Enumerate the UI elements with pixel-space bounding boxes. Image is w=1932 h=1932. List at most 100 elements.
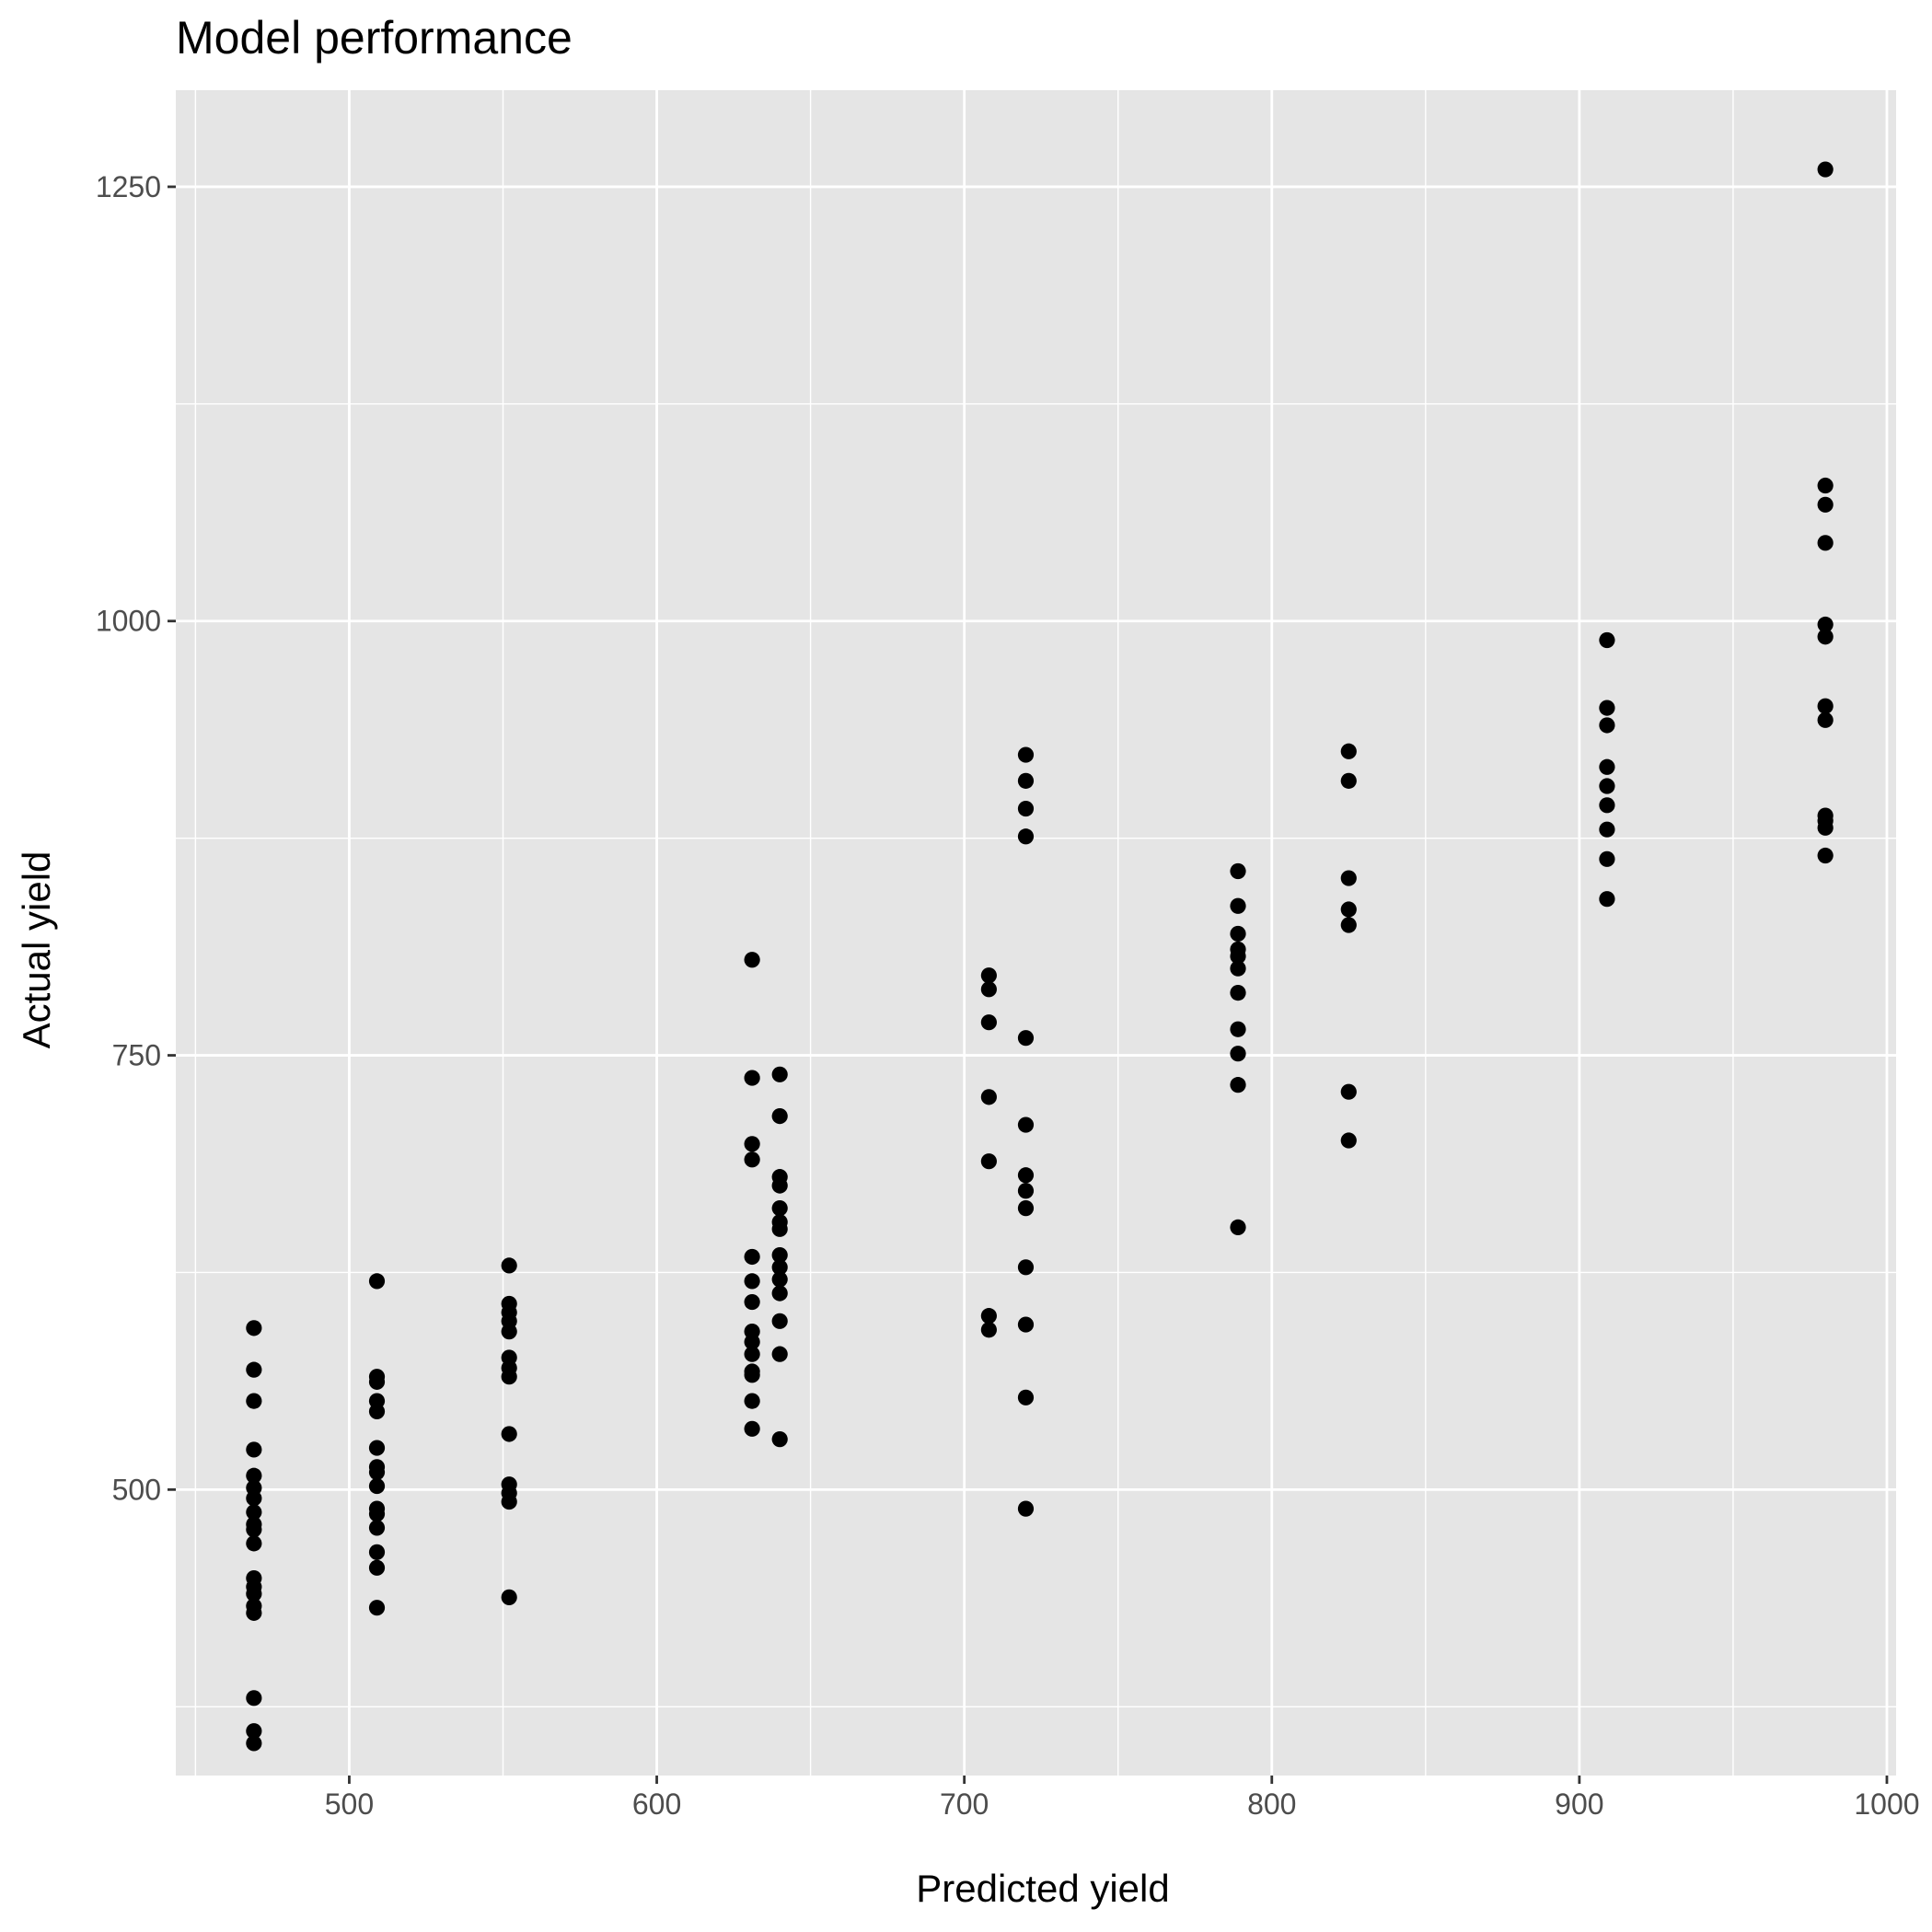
data-point <box>771 1346 788 1362</box>
data-point <box>744 952 760 968</box>
data-point <box>744 1070 760 1086</box>
data-point <box>744 1273 760 1290</box>
data-point <box>1017 800 1035 817</box>
x-tick-label: 700 <box>940 1787 989 1821</box>
data-point <box>368 1463 386 1481</box>
data-point <box>1017 746 1035 763</box>
data-point <box>246 1320 262 1336</box>
data-point <box>1599 821 1615 838</box>
data-point <box>1017 1389 1035 1406</box>
data-point <box>1817 616 1834 633</box>
data-point <box>1230 1077 1246 1093</box>
data-point <box>1817 496 1834 513</box>
data-point <box>1599 778 1615 794</box>
data-point <box>368 1373 386 1390</box>
x-tick-label: 500 <box>325 1787 374 1821</box>
data-point <box>744 1248 760 1266</box>
data-point <box>1340 743 1357 759</box>
data-point <box>980 981 997 998</box>
data-point <box>1017 1200 1035 1217</box>
data-point <box>1230 948 1246 965</box>
data-point <box>368 1559 386 1576</box>
data-point <box>1230 960 1246 977</box>
data-point <box>246 1361 262 1378</box>
minor-gridlines <box>176 90 1896 1776</box>
data-point <box>980 1308 997 1325</box>
x-tick-label: 800 <box>1247 1787 1296 1821</box>
data-point <box>1017 1183 1035 1199</box>
data-point <box>771 1271 788 1288</box>
data-point <box>1017 1259 1035 1276</box>
data-point <box>246 1504 262 1521</box>
data-point <box>744 1367 760 1383</box>
data-point <box>1017 772 1035 789</box>
data-point <box>1340 870 1357 886</box>
data-point <box>1230 985 1246 1001</box>
data-point <box>771 1221 788 1237</box>
data-point <box>771 1259 788 1276</box>
data-point <box>368 1520 386 1536</box>
data-point <box>1817 711 1834 728</box>
data-point <box>771 1285 788 1301</box>
data-point <box>1340 772 1357 789</box>
data-point <box>744 1334 760 1350</box>
data-point <box>501 1426 517 1442</box>
data-point <box>1017 1030 1035 1047</box>
data-point <box>246 1490 262 1507</box>
x-tick-label: 1000 <box>1854 1787 1919 1821</box>
data-point <box>771 1066 788 1082</box>
x-tick-label: 900 <box>1555 1787 1603 1821</box>
data-point <box>1017 1167 1035 1184</box>
data-point <box>246 1393 262 1409</box>
data-point <box>368 1477 386 1495</box>
data-point <box>246 1441 262 1458</box>
data-point <box>980 967 997 984</box>
data-point <box>1817 819 1834 836</box>
data-point <box>1599 700 1615 716</box>
data-point <box>246 1604 262 1621</box>
data-point <box>368 1544 386 1560</box>
data-point <box>744 1420 760 1437</box>
y-axis: 500 750 1000 1250 <box>96 170 176 1506</box>
data-point <box>1017 1500 1035 1517</box>
data-point <box>1817 847 1834 864</box>
y-tick-label: 750 <box>112 1039 161 1072</box>
data-point <box>368 1403 386 1420</box>
data-point <box>1599 717 1615 734</box>
y-tick-label: 500 <box>112 1473 161 1506</box>
data-point <box>771 1313 788 1329</box>
data-point <box>1599 631 1615 649</box>
data-point <box>246 1535 262 1552</box>
data-point <box>771 1177 788 1194</box>
data-point <box>501 1369 517 1385</box>
data-point <box>246 1521 262 1538</box>
data-point <box>1230 1046 1246 1062</box>
data-point <box>1340 1083 1357 1100</box>
data-point <box>368 1273 386 1290</box>
data-point <box>368 1600 386 1616</box>
data-point <box>246 1690 262 1706</box>
x-axis: 500 600 700 800 900 1000 <box>325 1776 1920 1821</box>
data-point <box>1230 925 1246 943</box>
data-point <box>980 1153 997 1170</box>
data-point <box>1340 917 1357 933</box>
data-point <box>368 1440 386 1456</box>
data-point <box>1599 758 1615 775</box>
data-point <box>771 1108 788 1125</box>
data-point <box>771 1246 788 1264</box>
data-point <box>980 1089 997 1105</box>
x-axis-title: Predicted yield <box>916 1867 1169 1910</box>
data-point <box>1230 897 1246 914</box>
y-tick-label: 1000 <box>96 605 161 638</box>
data-point <box>1599 797 1615 814</box>
data-point <box>368 1506 386 1522</box>
data-point <box>246 1723 262 1740</box>
data-point <box>1340 901 1357 918</box>
plot-panel <box>176 90 1896 1776</box>
data-point <box>501 1493 517 1510</box>
data-point <box>744 1393 760 1409</box>
data-point <box>1817 535 1834 551</box>
data-points <box>246 161 1834 1752</box>
